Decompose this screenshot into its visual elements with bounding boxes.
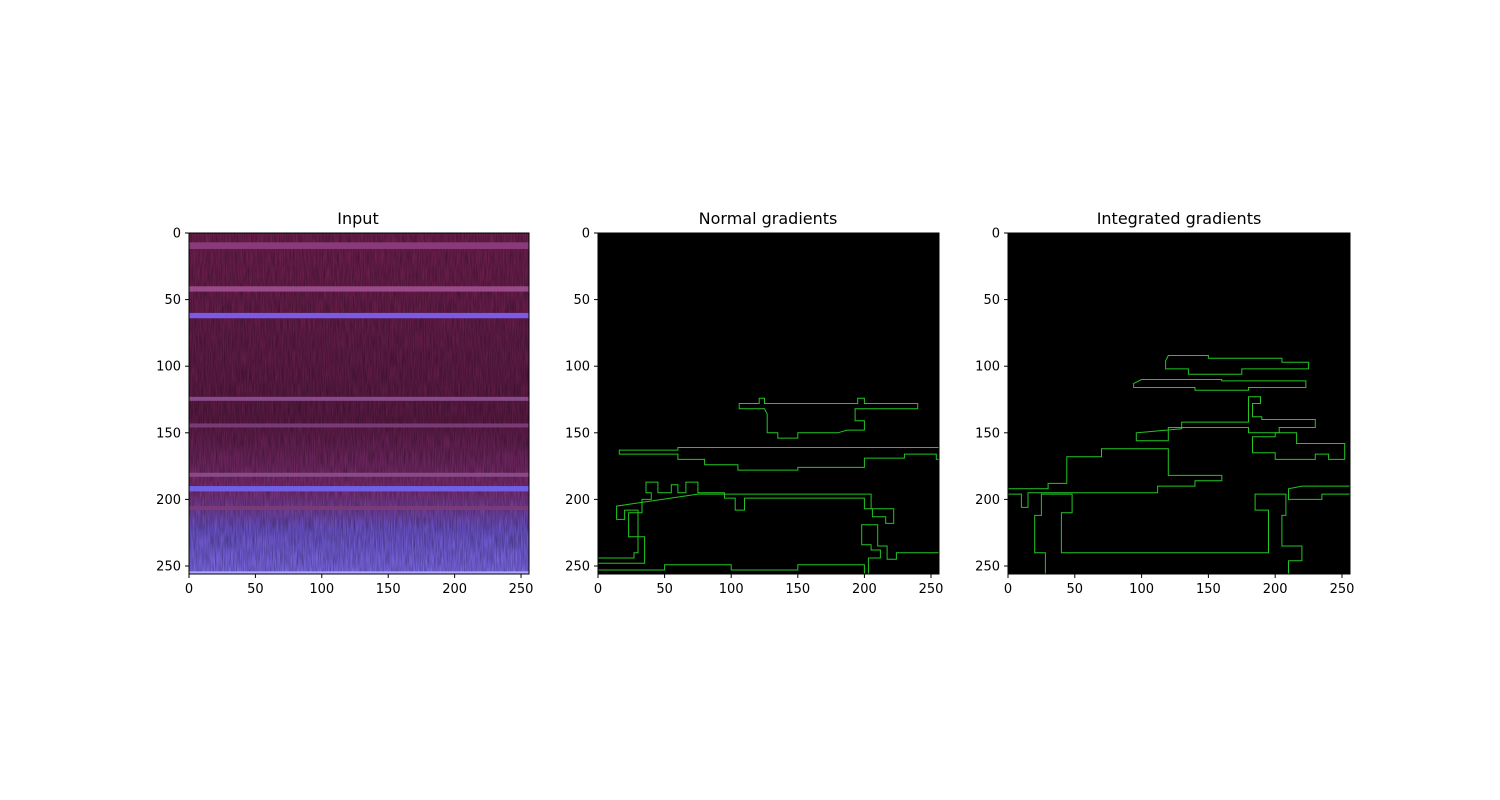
y-tick-label: 200: [156, 493, 181, 508]
y-tick-label: 100: [156, 360, 181, 375]
normal-gradients-title: Normal gradients: [699, 209, 838, 228]
x-tick-label: 50: [1067, 582, 1084, 597]
y-tick-label: 250: [975, 560, 1000, 575]
x-tick-label: 50: [656, 582, 673, 597]
y-tick-label: 150: [156, 426, 181, 441]
contour-0: [738, 397, 919, 439]
y-tick-label: 150: [975, 426, 1000, 441]
x-tick-label: 100: [719, 582, 744, 597]
input-bands: [189, 242, 529, 574]
y-tick-label: 50: [573, 293, 590, 308]
integrated-gradients-contours: [1007, 355, 1351, 575]
x-tick-label: 50: [247, 582, 264, 597]
contour-3: [1007, 448, 1223, 508]
y-tick-label: 0: [173, 227, 181, 242]
integrated-gradients-panel: Integrated gradients 0 50 100 150 200 250 0 50…: [975, 209, 1354, 597]
contour-5: [1034, 493, 1303, 575]
y-tick-label: 100: [565, 360, 590, 375]
band-2: [189, 312, 529, 319]
band-1: [189, 286, 529, 292]
band-3: [189, 396, 529, 401]
integrated-gradients-frame: [1007, 232, 1351, 575]
x-tick-label: 250: [1330, 582, 1355, 597]
integrated-gradients-x-axis: 0 50 100 150 200 250: [1004, 574, 1355, 597]
x-tick-label: 0: [185, 582, 193, 597]
y-tick-label: 250: [156, 560, 181, 575]
band-5: [189, 472, 529, 477]
input-title: Input: [337, 209, 378, 228]
x-tick-label: 200: [852, 582, 877, 597]
x-tick-label: 150: [376, 582, 401, 597]
x-tick-label: 200: [442, 582, 467, 597]
x-tick-label: 250: [919, 582, 944, 597]
input-image-texture: [189, 233, 529, 574]
contour-0: [1165, 355, 1310, 375]
x-tick-label: 100: [309, 582, 334, 597]
y-tick-label: 200: [565, 493, 590, 508]
y-tick-label: 0: [582, 227, 590, 242]
contour-2: [597, 481, 895, 564]
y-tick-label: 50: [164, 293, 181, 308]
input-frame: [188, 232, 530, 575]
band-6: [189, 486, 529, 492]
contour-6: [1288, 485, 1351, 500]
band-4: [189, 423, 529, 428]
contour-1: [1133, 379, 1307, 391]
x-tick-label: 150: [1196, 582, 1221, 597]
integrated-gradients-title: Integrated gradients: [1097, 209, 1262, 228]
input-panel: Input 0 50 100 150 200 250 0 50 100 150 200 250: [156, 209, 533, 597]
band-7: [189, 506, 529, 511]
contour-2: [1135, 396, 1316, 442]
y-tick-label: 150: [565, 426, 590, 441]
contour-4: [1252, 432, 1346, 460]
y-tick-label: 250: [565, 560, 590, 575]
band-8: [189, 571, 529, 574]
x-tick-label: 150: [785, 582, 810, 597]
x-tick-label: 250: [509, 582, 534, 597]
band-0: [189, 242, 529, 249]
normal-gradients-frame: [597, 232, 940, 575]
normal-gradients-x-axis: 0 50 100 150 200 250: [594, 574, 944, 597]
normal-gradients-y-axis: 0 50 100 150 200 250: [565, 227, 598, 575]
y-tick-label: 0: [992, 227, 1000, 242]
y-tick-label: 100: [975, 360, 1000, 375]
integrated-gradients-y-axis: 0 50 100 150 200 250: [975, 227, 1008, 575]
x-tick-label: 0: [1004, 582, 1012, 597]
x-tick-label: 0: [594, 582, 602, 597]
x-tick-label: 200: [1263, 582, 1288, 597]
y-tick-label: 50: [983, 293, 1000, 308]
x-tick-label: 100: [1129, 582, 1154, 597]
input-x-axis: 0 50 100 150 200 250: [185, 574, 534, 597]
input-y-axis: 0 50 100 150 200 250: [156, 227, 189, 575]
y-tick-label: 200: [975, 493, 1000, 508]
normal-gradients-panel: Normal gradients 0 50 100 150 200 250 0 50 100 1…: [565, 209, 943, 597]
integrated-gradients-image: [1008, 233, 1350, 574]
